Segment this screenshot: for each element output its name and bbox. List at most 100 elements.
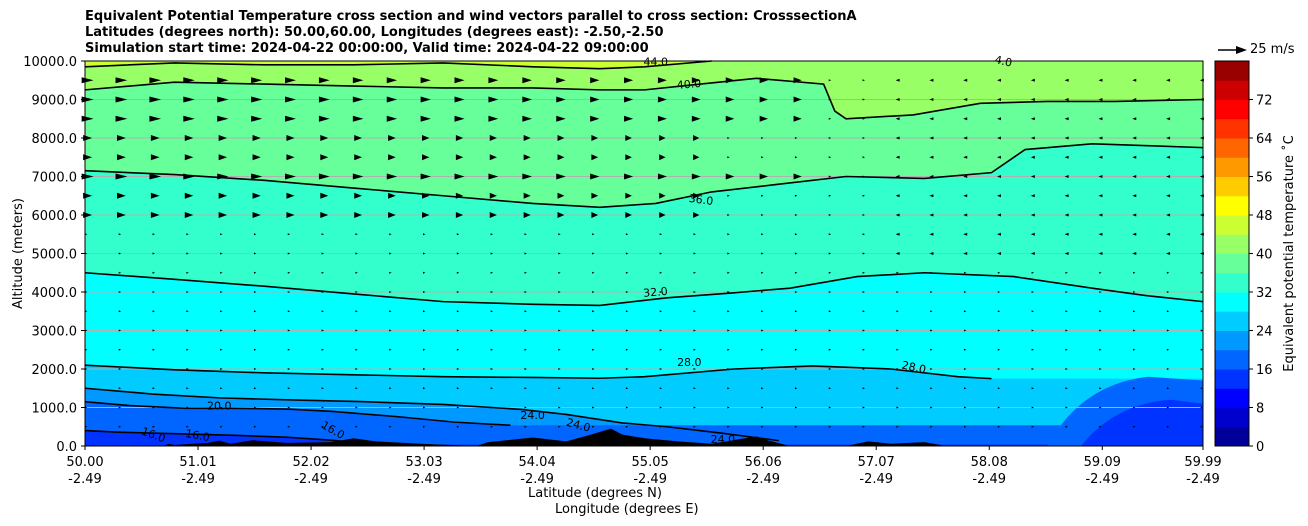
wind-vector [997,368,1001,370]
wind-vector [727,329,730,332]
wind-vector [1132,213,1137,217]
wind-vector [1133,406,1136,409]
x-tick-label-lat: 52.02 [292,455,329,470]
contour-label: 28.0 [677,356,702,369]
wind-vector [1099,425,1102,428]
wind-vector [963,194,968,198]
wind-vector [1133,271,1136,274]
wind-vector [253,271,257,274]
wind-vector [862,233,865,236]
wind-vector [693,233,696,236]
wind-vector [592,252,595,255]
wind-vector [625,154,632,161]
wind-vector [320,154,329,161]
wind-vector [423,406,426,409]
wind-vector [558,406,561,409]
wind-vector [253,310,257,313]
wind-vector [625,291,629,293]
wind-vector [1166,155,1171,159]
wind-vector [253,425,257,428]
wind-vector [862,252,865,255]
wind-vector [895,175,900,178]
wind-vector [625,348,629,351]
wind-vector [287,425,291,428]
wind-vector [490,329,494,332]
wind-vector [118,233,122,236]
contour-line-32 [84,271,1204,307]
wind-vector [524,348,527,351]
wind-vector [354,154,363,161]
wind-vector [591,212,599,218]
wind-vector [420,77,431,84]
wind-vector [1166,329,1170,332]
wind-vector [1098,194,1103,198]
wind-vector [287,348,291,351]
wind-vector [1064,175,1069,178]
wind-vector [389,233,392,236]
wind-vector [693,329,696,332]
wind-vector [186,252,189,255]
wind-vector [287,406,291,409]
wind-vector [556,173,566,180]
wind-vector [930,368,933,370]
wind-vector [862,98,865,101]
wind-vector [220,310,223,313]
wind-vector [659,406,663,409]
wind-vector [997,232,1002,236]
wind-vector [558,233,561,236]
colorbar-band [1215,426,1249,447]
wind-vector [522,173,532,180]
wind-vector [218,192,228,199]
wind-vector [320,135,329,141]
wind-vector [693,212,700,218]
wind-vector [1132,194,1137,198]
wind-vector [456,271,460,274]
wind-vector [1132,175,1137,178]
wind-vector [186,233,189,236]
wind-vector [1098,136,1103,140]
wind-vector [761,406,764,409]
wind-vector [625,135,632,141]
wind-vector [1099,406,1102,409]
wind-vector [186,271,189,274]
wind-vector [423,233,426,236]
wind-vector [286,135,295,141]
wind-vector [152,406,155,409]
wind-vector [592,291,595,293]
wind-vector [727,348,730,351]
wind-vector [523,154,531,161]
wind-vector [287,252,291,255]
wind-vector [964,329,967,332]
wind-vector [997,175,1002,178]
wind-vector [152,425,155,428]
wind-vector [997,78,1002,82]
y-tick-label: 7000.0 [32,171,78,186]
title-line-2: Latitudes (degrees north): 50.00,60.00, … [85,25,664,40]
wind-vector [657,115,667,122]
wind-vector [691,115,701,122]
wind-vector [657,77,667,84]
x-tick-label-lat: 54.04 [519,455,556,470]
wind-vector [320,192,329,199]
wind-vector [186,425,189,428]
wind-vector [1099,387,1102,390]
wind-vector [659,291,663,293]
colorbar-band [1215,215,1249,235]
wind-vector [963,78,968,82]
wind-vector [693,348,696,351]
wind-vector [727,252,730,255]
wind-vector [625,425,629,428]
wind-vector [1099,348,1102,351]
wind-vector [862,271,865,274]
contour-line-16 [84,429,377,446]
wind-vector [625,329,629,332]
wind-vector [287,233,291,236]
wind-vector [423,348,426,351]
wind-vector [794,271,798,274]
wind-vector [454,96,465,103]
wind-vector [220,252,223,255]
x-tick-label-lat: 55.05 [632,455,669,470]
y-tick-label: 2000.0 [32,363,78,378]
wind-vector [997,252,1002,255]
wind-vector [1099,329,1102,332]
